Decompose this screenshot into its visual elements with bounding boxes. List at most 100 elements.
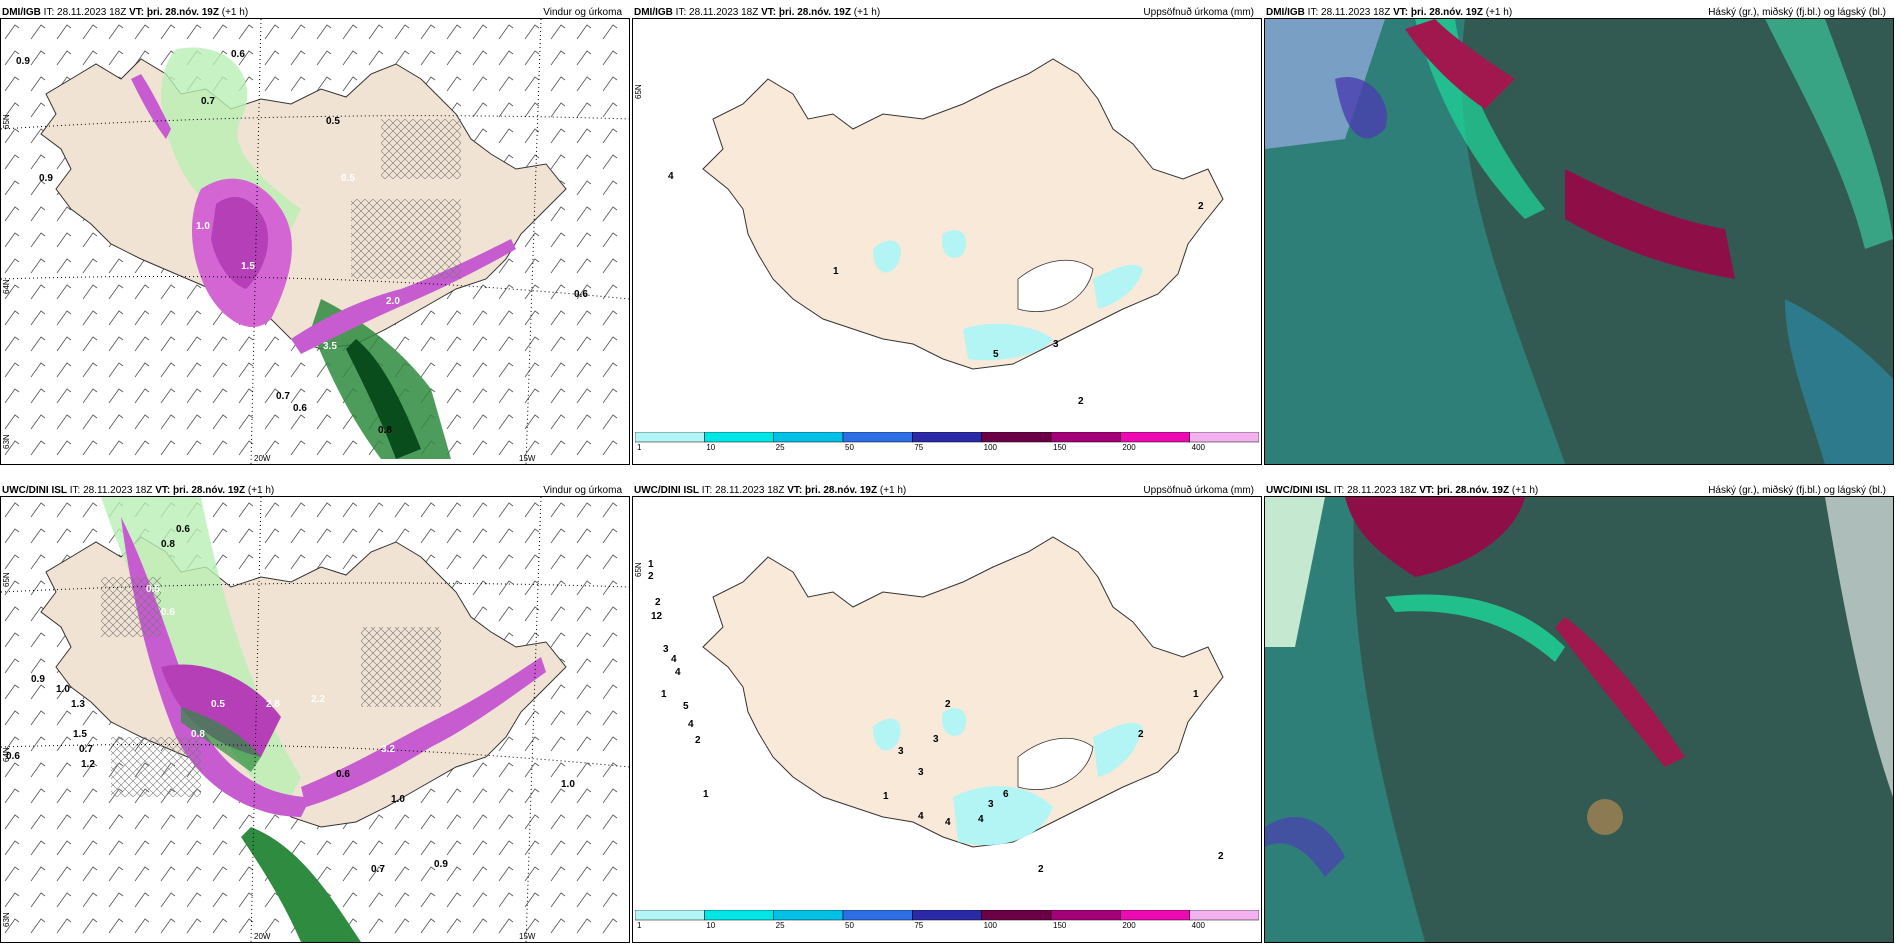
panel-title: Uppsöfnuð úrkoma (mm): [1143, 7, 1254, 18]
precip-label: 12: [651, 611, 663, 622]
axis-label: 15W: [519, 454, 536, 463]
precip-label: 0.6: [293, 403, 307, 414]
colorbar-svg: 1 10 25 50 75 100 150 200 400: [635, 910, 1259, 928]
precip-label: 0.6: [6, 751, 20, 762]
panel-dmi-clouds: DMI/IGB IT: 28.11.2023 18Z VT: þri. 28.n…: [1264, 0, 1894, 465]
precip-label: 2: [1198, 201, 1204, 212]
colorbar-swatch: [912, 432, 982, 443]
colorbar-tick-label: 50: [845, 921, 854, 928]
precip-label: 2: [1218, 851, 1224, 862]
precip-label: 3: [898, 746, 904, 757]
precip-label: 0.9: [434, 859, 448, 870]
precip-label: 4: [688, 719, 694, 730]
precip-label: 1: [661, 689, 667, 700]
precip-label: 0.5: [146, 584, 160, 595]
precip-label: 2.8: [266, 699, 280, 710]
colorbar-tick-label: 150: [1053, 443, 1067, 450]
precip-label: 1.0: [56, 684, 70, 695]
panel-header: DMI/IGB IT: 28.11.2023 18Z VT: þri. 28.n…: [1266, 7, 1886, 18]
colorbar-swatch: [704, 910, 774, 921]
precip-label: 0.5: [211, 699, 225, 710]
colorbar-swatch: [842, 432, 913, 443]
panel-uwc-wind-precip: UWC/DINI ISL IT: 28.11.2023 18Z VT: þri.…: [0, 478, 630, 943]
colorbar-tick-label: 75: [914, 921, 923, 928]
colorbar-tick-label: 200: [1122, 921, 1136, 928]
precip-label: 0.6: [574, 289, 588, 300]
precip-label: 1.5: [73, 729, 87, 740]
precip-label: 0.7: [371, 864, 385, 875]
colorbar-swatch: [981, 910, 1052, 921]
precip-label: 0.7: [79, 744, 93, 755]
colorbar-tick-label: 10: [706, 921, 715, 928]
precip-label: 4: [668, 171, 674, 182]
panel-title: Uppsöfnuð úrkoma (mm): [1143, 485, 1254, 496]
precip-label: 2: [1078, 396, 1084, 407]
map-frame: [1264, 18, 1894, 465]
precip-label: 0.6: [336, 769, 350, 780]
precip-label: 4: [671, 654, 677, 665]
precip-label: 3: [1053, 339, 1059, 350]
colorbar-swatch: [1050, 432, 1121, 443]
precip-label: 2.2: [311, 694, 325, 705]
precip-label: 0.5: [341, 173, 355, 184]
panel-title: Háský (gr.), miðský (fj.bl.) og lágský (…: [1708, 485, 1886, 496]
panel-header: DMI/IGB IT: 28.11.2023 18Z VT: þri. 28.n…: [2, 7, 622, 18]
precip-label: 0.9: [39, 173, 53, 184]
panel-title: Vindur og úrkoma: [543, 7, 622, 18]
precip-label: 2: [945, 699, 951, 710]
precip-label: 0.6: [176, 524, 190, 535]
map-frame: 65N 4 1 5 2 3 2 1 10 25 50 75 100 150 200 400: [632, 18, 1262, 465]
precip-label: 1: [883, 791, 889, 802]
colorbar-tick-label: 50: [845, 443, 854, 450]
colorbar-tick-label: 200: [1122, 443, 1136, 450]
axis-label: 63N: [2, 434, 11, 449]
precip-label: 2: [1138, 729, 1144, 740]
colorbar-tick-label: 100: [984, 921, 998, 928]
colorbar-svg: 1 10 25 50 75 100 150 200 400: [635, 432, 1259, 450]
colorbar-tick-label: 400: [1192, 921, 1206, 928]
precip-label: 1.0: [561, 779, 575, 790]
map-frame: 65N 1 2 2 12 3 4 4 1 5 4 2 1 3 3 3 2 1 4…: [632, 496, 1262, 943]
precip-label: 1.3: [71, 699, 85, 710]
colorbar-tick-label: 150: [1053, 921, 1067, 928]
precip-label: 0.5: [326, 116, 340, 127]
map-frame: 0.6 0.7 0.5 0.9 1.0 0.5 1.5 2.0 3.5 0.7 …: [0, 18, 630, 465]
colorbar-swatch: [842, 910, 913, 921]
precip-label: 0.7: [201, 96, 215, 107]
precip-label: 0.7: [276, 391, 290, 402]
axis-label: 64N: [2, 279, 11, 294]
precip-label: 4: [945, 817, 951, 828]
precip-label: 4: [675, 667, 681, 678]
colorbar-tick-label: 1: [637, 921, 642, 928]
precip-label: 4: [978, 814, 984, 825]
colorbar-swatch: [1189, 432, 1259, 443]
panel-dmi-wind-precip: DMI/IGB IT: 28.11.2023 18Z VT: þri. 28.n…: [0, 0, 630, 465]
precip-label: 0.8: [191, 729, 205, 740]
cloud-map: [1265, 497, 1893, 942]
colorbar-tick-label: 25: [776, 921, 785, 928]
precip-label: 1.0: [196, 221, 210, 232]
colorbar-swatch: [1120, 910, 1190, 921]
colorbar-swatch: [1050, 910, 1121, 921]
precip-label: 1: [648, 559, 654, 570]
colorbar: 1 10 25 50 75 100 150 200 400: [635, 432, 1259, 450]
precip-label: 1.2: [81, 759, 95, 770]
precip-label: 3: [933, 734, 939, 745]
colorbar-swatch: [635, 432, 705, 443]
colorbar-swatch: [704, 432, 774, 443]
colorbar-tick-label: 10: [706, 443, 715, 450]
colorbar-tick-label: 1: [637, 443, 642, 450]
precip-label: 4: [918, 811, 924, 822]
precip-label: 2: [1038, 864, 1044, 875]
panel-title: Háský (gr.), miðský (fj.bl.) og lágský (…: [1708, 7, 1886, 18]
precip-label: 1: [833, 266, 839, 277]
panel-dmi-accum-precip: DMI/IGB IT: 28.11.2023 18Z VT: þri. 28.n…: [632, 0, 1262, 465]
map-frame: 0.6 0.8 0.5 0.6 0.9 1.0 1.3 1.5 0.7 1.2 …: [0, 496, 630, 943]
colorbar-swatch: [912, 910, 982, 921]
panel-header: DMI/IGB IT: 28.11.2023 18Z VT: þri. 28.n…: [634, 7, 1254, 18]
precip-label: 0.6: [231, 49, 245, 60]
precip-label: 0.6: [161, 607, 175, 618]
cloud-map: [1265, 19, 1893, 464]
axis-label: 65N: [634, 84, 643, 99]
colorbar-swatch: [773, 910, 844, 921]
